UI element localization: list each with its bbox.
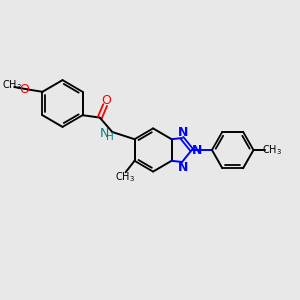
Text: O: O (101, 94, 111, 107)
Text: N: N (178, 160, 188, 174)
Text: N: N (178, 126, 188, 140)
Text: CH$_3$: CH$_3$ (262, 143, 282, 157)
Text: N: N (100, 127, 110, 140)
Text: CH$_3$: CH$_3$ (2, 78, 22, 92)
Text: CH$_3$: CH$_3$ (115, 171, 135, 184)
Text: O: O (19, 82, 29, 96)
Text: H: H (106, 132, 114, 142)
Text: N: N (192, 143, 202, 157)
